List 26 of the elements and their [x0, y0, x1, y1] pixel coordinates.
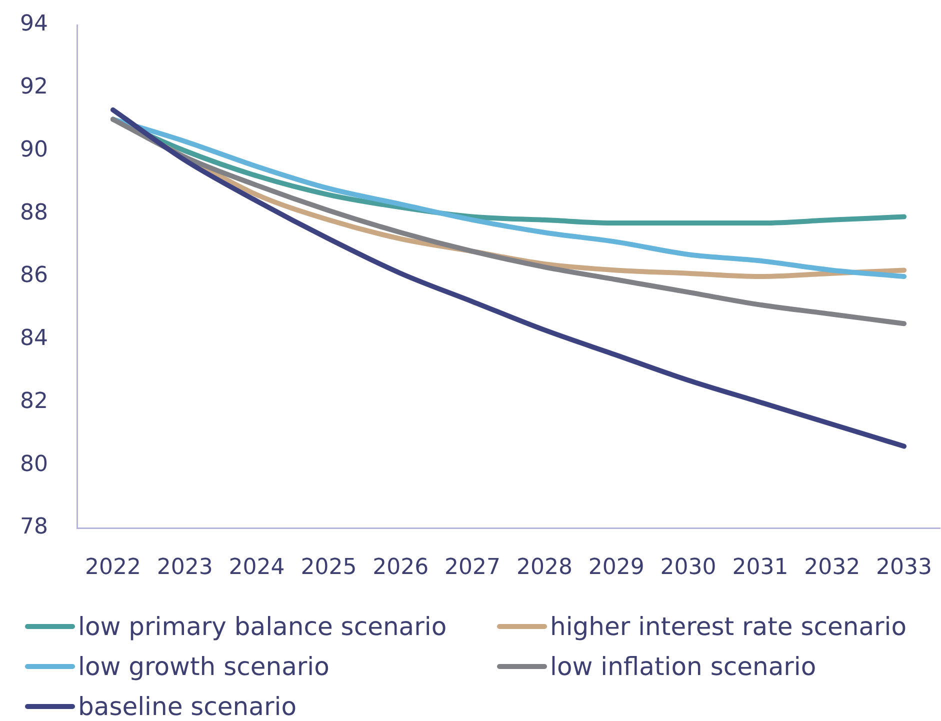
y-tick-label: 94	[20, 12, 48, 37]
x-tick-label: 2032	[804, 554, 860, 580]
legend-label: low inflation scenario	[550, 652, 816, 680]
legend-label: higher interest rate scenario	[550, 612, 907, 640]
y-tick-label: 80	[20, 452, 48, 477]
x-tick-label: 2022	[84, 554, 141, 580]
legend-label: low growth scenario	[78, 652, 330, 680]
y-tick-label: 84	[20, 326, 48, 352]
y-tick-label: 92	[20, 74, 48, 100]
x-tick-label: 2026	[372, 554, 429, 580]
x-tick-label: 2023	[156, 554, 213, 580]
x-tick-label: 2033	[876, 554, 932, 580]
x-tick-label: 2025	[300, 554, 357, 580]
x-tick-label: 2027	[444, 554, 501, 580]
x-tick-label: 2028	[516, 554, 572, 580]
x-tick-label: 2024	[228, 554, 285, 580]
y-tick-label: 82	[20, 388, 48, 414]
x-tick-label: 2029	[588, 554, 644, 580]
y-tick-label: 90	[20, 137, 48, 162]
y-tick-label: 88	[20, 200, 48, 226]
x-tick-label: 2031	[732, 554, 788, 580]
y-tick-label: 86	[20, 263, 48, 288]
legend-label: baseline scenario	[78, 692, 296, 720]
x-tick-label: 2030	[660, 554, 716, 580]
y-tick-label: 78	[20, 514, 48, 540]
legend-label: low primary balance scenario	[78, 612, 447, 640]
